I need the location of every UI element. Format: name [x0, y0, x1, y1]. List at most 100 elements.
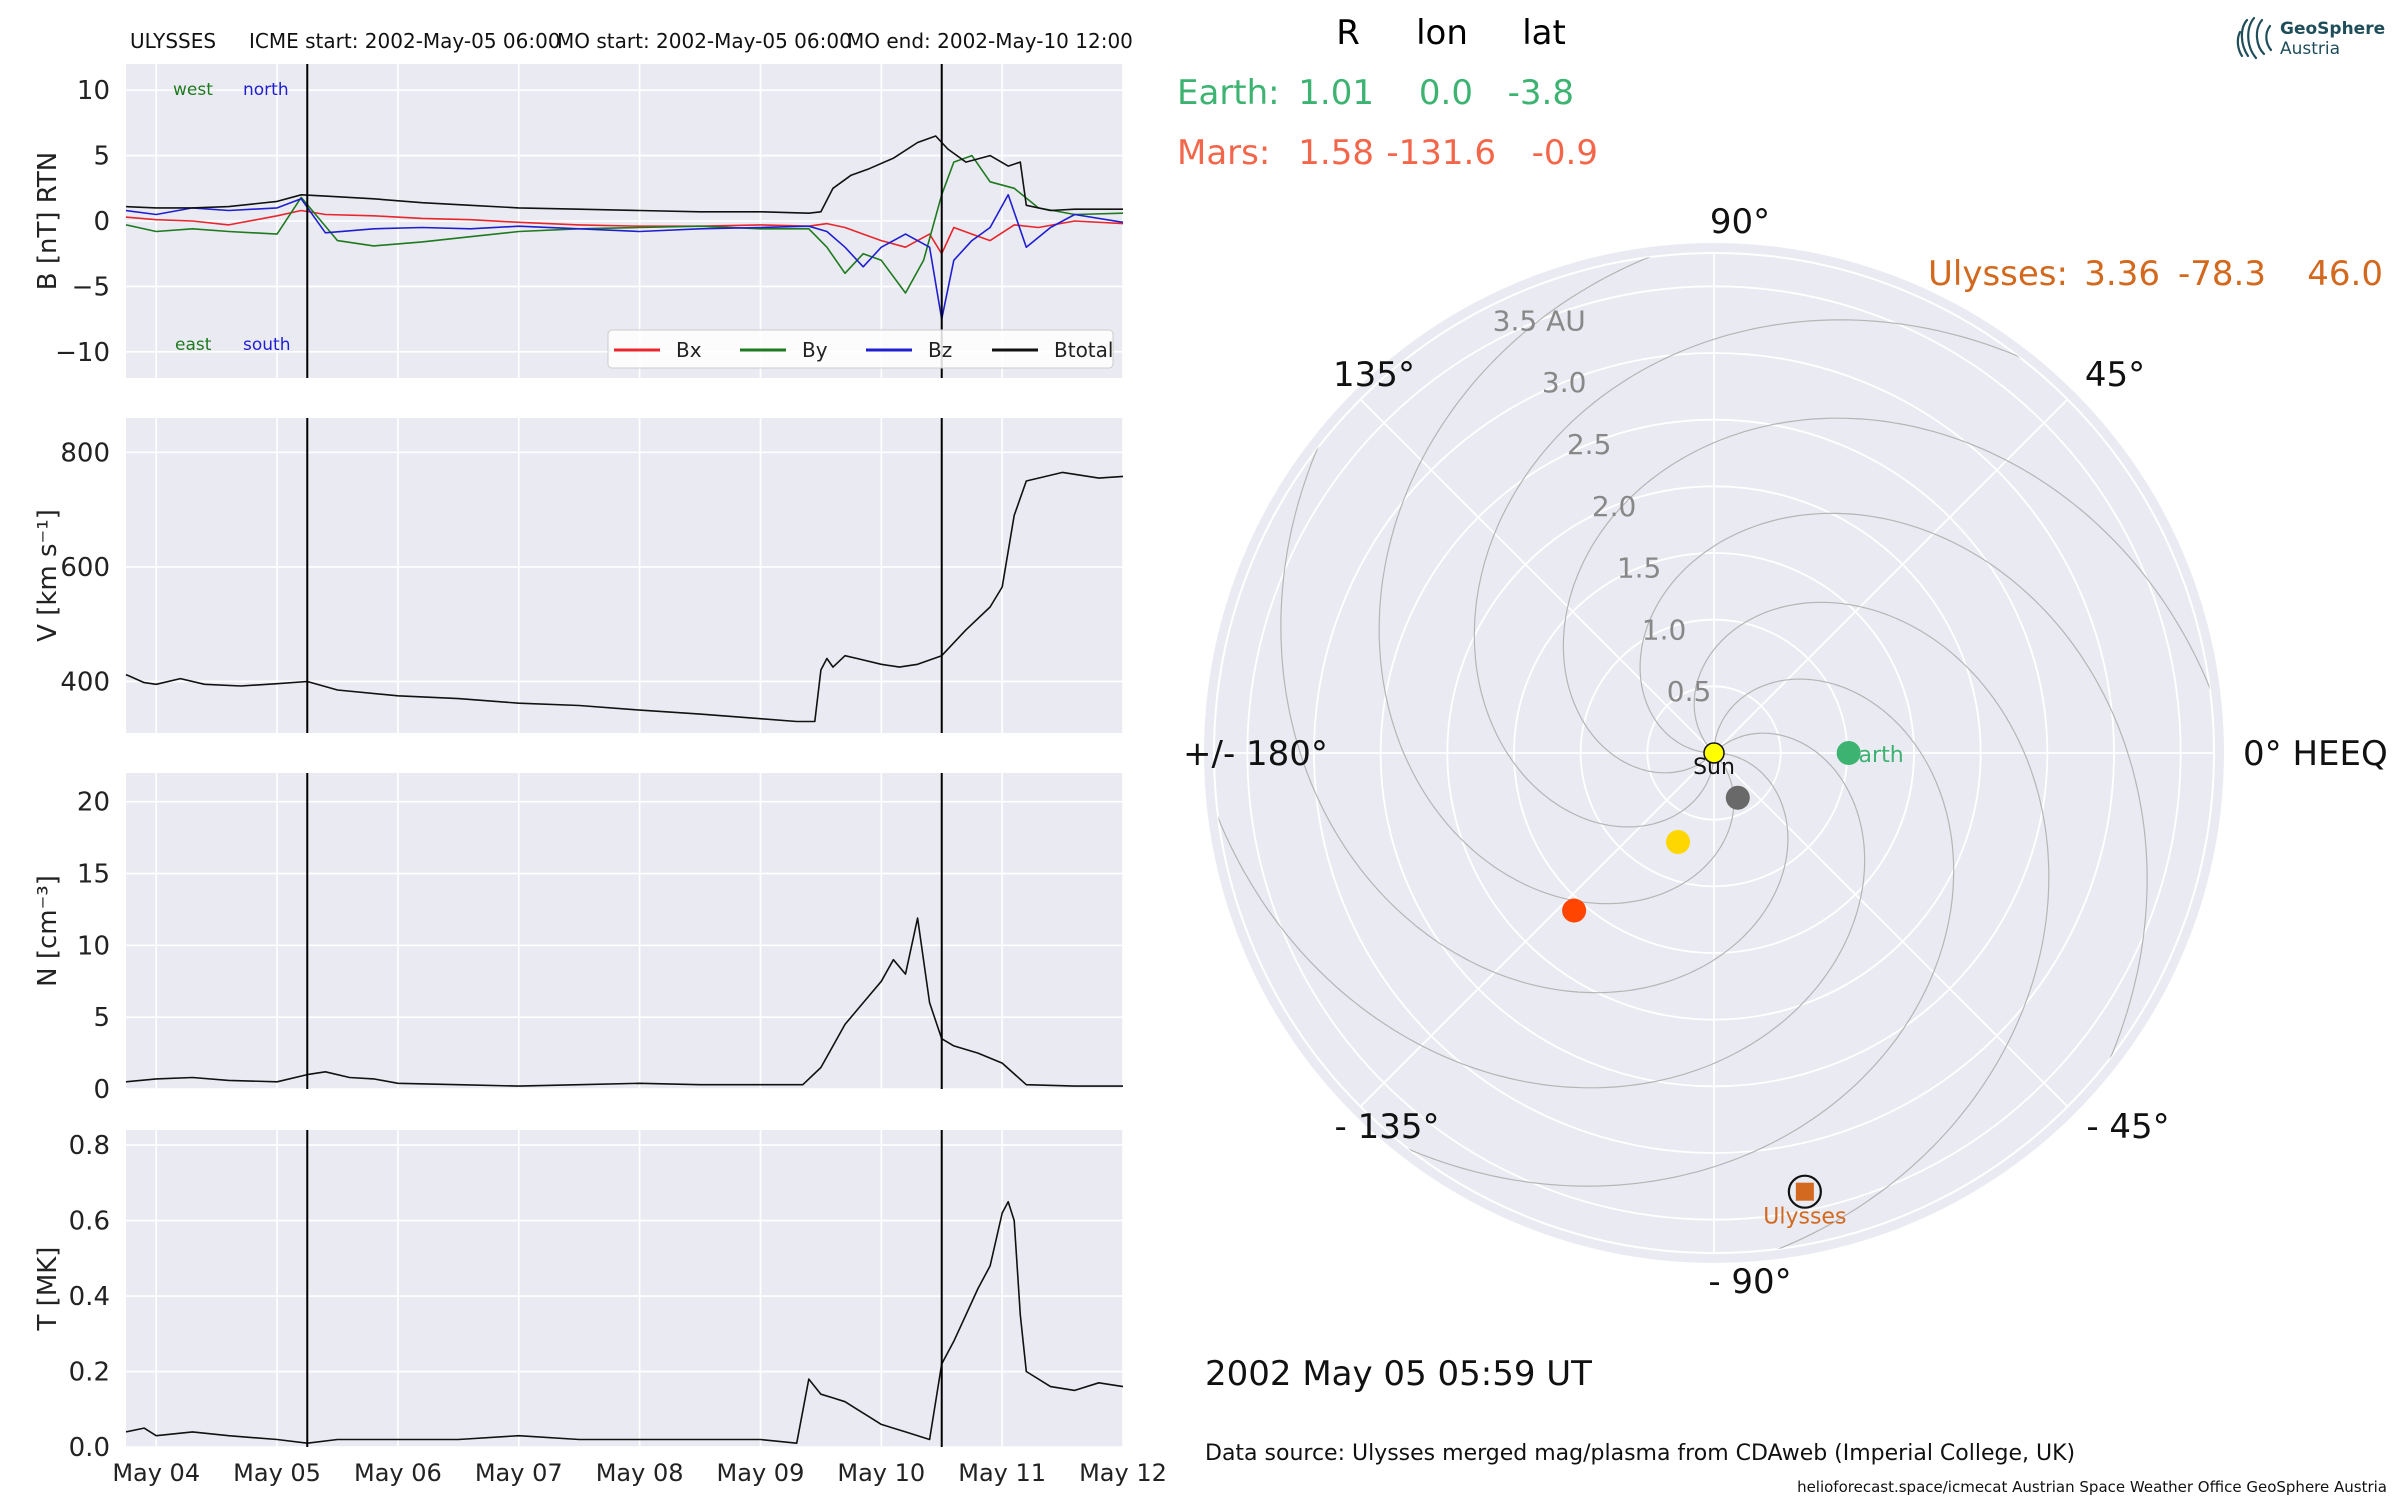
radial-tick-label: 0.5: [1667, 675, 1712, 708]
radial-tick-label: 3.0: [1542, 366, 1587, 399]
angle-tick-label: 0° HEEQ: [2243, 734, 2388, 774]
angular-gridline: [1359, 398, 1715, 754]
y-tick-label: 5: [93, 1003, 110, 1033]
angle-tick-label: - 45°: [2086, 1107, 2169, 1147]
series-line-bz: [125, 194, 1124, 320]
mars-row-lon: -131.6: [1386, 133, 1496, 173]
spacecraft-name: ULYSSES: [130, 29, 216, 53]
series-line-bx: [125, 209, 1124, 255]
direction-label-north: north: [243, 80, 289, 100]
y-tick-label: −10: [55, 338, 110, 368]
earth-label: Earth: [1845, 743, 1904, 768]
legend-label-bx: Bx: [676, 338, 702, 362]
radial-tick-label: 3.5 AU: [1493, 304, 1586, 337]
parker-spiral-line: [1378, 253, 1769, 905]
mars-row-lat: -0.9: [1532, 133, 1598, 173]
event-header: ULYSSES ICME start: 2002-May-05 06:00 MO…: [130, 29, 1133, 53]
y-tick-label: 0: [93, 1075, 110, 1105]
panel-2: 400 600 800 V [km s⁻¹]: [33, 418, 1124, 733]
panel-4: 0.0 0.2 0.4 0.6 0.8 T [MK]: [33, 1130, 1124, 1463]
mars-row-r: 1.58: [1298, 133, 1374, 173]
logo-mark-icon: [2236, 16, 2273, 60]
y-tick-label: 10: [77, 931, 110, 961]
y-tick-label: −5: [72, 272, 110, 302]
angular-gridline: [1713, 752, 2069, 1108]
parker-spirals: [1214, 253, 2214, 1253]
table-header-r: R: [1336, 13, 1360, 53]
y-tick-label: 20: [77, 788, 110, 818]
parker-spiral-line: [1280, 341, 1789, 994]
earth-row-lon: 0.0: [1419, 73, 1473, 113]
x-tick-label: May 05: [233, 1459, 321, 1487]
footer-credits: helioforecast.space/icmecat Austrian Spa…: [1797, 1478, 2387, 1496]
mo-start-label: MO start: 2002-May-05 06:00: [557, 29, 852, 53]
mars-row-label: Mars:: [1177, 133, 1270, 173]
table-header-lat: lat: [1522, 13, 1566, 53]
geosphere-logo: GeoSphere Austria: [2236, 16, 2385, 60]
logo-text-secondary: Austria: [2280, 39, 2340, 59]
series-line-btotal: [125, 135, 1123, 214]
earth-row-lat: -3.8: [1508, 73, 1574, 113]
legend-label-bz: Bz: [928, 338, 952, 362]
mercury-marker: [1725, 785, 1750, 810]
y-axis-label: V [km s⁻¹]: [33, 509, 63, 642]
angular-gridline: [1359, 752, 1715, 1108]
earth-row-label: Earth:: [1177, 73, 1280, 113]
position-table: R lon lat Earth: 1.01 0.0 -3.8 Mars: 1.5…: [1177, 13, 2383, 294]
polar-plot: 0.5 1.0 1.5 2.0 2.5 3.0 3.5 AU 90° 45° 0° HEEQ - 4…: [1183, 202, 2388, 1302]
angle-tick-label: 135°: [1333, 355, 1415, 395]
panel-background: [126, 418, 1123, 733]
parker-spiral-line: [1214, 698, 1866, 1089]
series-line-v: [125, 471, 1124, 723]
data-source: Data source: Ulysses merged mag/plasma f…: [1205, 1441, 2075, 1466]
panel-background: [126, 773, 1123, 1089]
angle-tick-label: - 90°: [1708, 1262, 1791, 1302]
y-tick-label: 0.8: [69, 1131, 110, 1161]
y-tick-label: 0.4: [69, 1282, 110, 1312]
y-tick-label: 0.2: [69, 1358, 110, 1388]
direction-label-west: west: [173, 80, 213, 100]
legend-frame: [607, 329, 1114, 369]
x-tick-label: May 09: [717, 1459, 805, 1487]
direction-label-south: south: [243, 335, 290, 355]
angle-tick-label: 90°: [1710, 202, 1770, 242]
mars-row: Mars: 1.58 -131.6 -0.9: [1177, 133, 1598, 173]
mo-end-label: MO end: 2002-May-10 12:00: [847, 29, 1133, 53]
legend-label-by: By: [802, 338, 828, 362]
parker-spiral-line: [1562, 417, 2214, 808]
x-tick-label: May 12: [1079, 1459, 1167, 1487]
panel-3: 0 5 10 15 20 N [cm⁻³]: [33, 773, 1124, 1105]
y-tick-label: 800: [60, 438, 110, 468]
sun-marker: [1703, 742, 1725, 764]
earth-marker: [1836, 741, 1861, 765]
radial-tick-label: 2.5: [1567, 428, 1612, 461]
y-tick-label: 400: [60, 667, 110, 697]
y-tick-label: 0: [93, 207, 110, 237]
logo-text-primary: GeoSphere: [2280, 19, 2385, 39]
series-line-t: [125, 1200, 1124, 1444]
radial-tick-label: 1.0: [1642, 613, 1687, 646]
x-tick-label: May 06: [354, 1459, 442, 1487]
radial-tick-label: 2.0: [1592, 490, 1637, 523]
y-tick-label: 10: [77, 76, 110, 106]
y-tick-label: 0.0: [69, 1433, 110, 1463]
x-tick-label: May 07: [475, 1459, 563, 1487]
y-tick-label: 0.6: [69, 1207, 110, 1237]
x-tick-label: May 04: [112, 1459, 200, 1487]
angle-tick-label: +/- 180°: [1183, 734, 1328, 774]
parker-spiral-line: [1639, 512, 2148, 1165]
legend-label-btotal: Btotal: [1054, 338, 1113, 362]
ulysses-marker: [1795, 1182, 1814, 1201]
y-tick-label: 600: [60, 553, 110, 583]
ulysses-row-r: 3.36: [2084, 254, 2160, 294]
parker-spiral-line: [1659, 601, 2050, 1253]
venus-marker: [1666, 830, 1691, 855]
time-axis: May 04 May 05 May 06 May 07 May 08 May 09 May …: [112, 1459, 1167, 1487]
angular-gridline: [1713, 398, 2069, 754]
y-tick-label: 5: [93, 142, 110, 172]
y-axis-label: T [MK]: [33, 1247, 63, 1332]
panel-background: [126, 1130, 1123, 1447]
ulysses-row: Ulysses: 3.36 -78.3 46.0: [1928, 254, 2383, 294]
